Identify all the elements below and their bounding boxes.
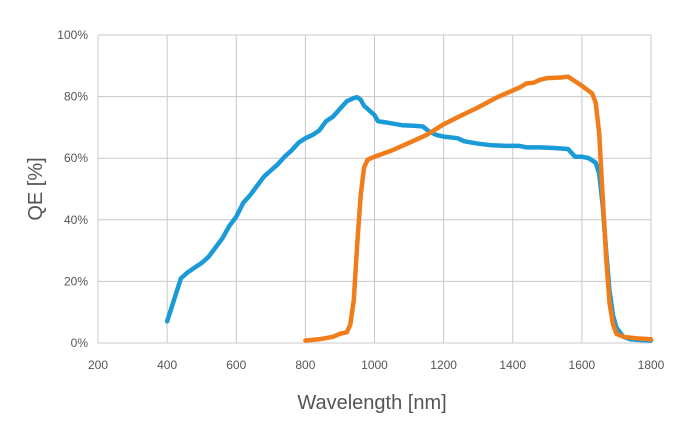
series-lines xyxy=(164,74,654,343)
x-tick-label: 400 xyxy=(157,358,177,372)
x-axis-title: Wavelength [nm] xyxy=(297,392,446,414)
y-tick-label: 20% xyxy=(64,274,88,288)
y-tick-label: 100% xyxy=(57,28,88,42)
y-tick-label: 0% xyxy=(71,336,89,350)
series-line-orange xyxy=(303,74,654,343)
grid xyxy=(97,34,652,344)
x-tick-label: 200 xyxy=(88,358,108,372)
y-axis-title: QE [%] xyxy=(25,157,47,220)
x-tick-label: 600 xyxy=(226,358,246,372)
x-tick-label: 800 xyxy=(295,358,315,372)
series-line-blue xyxy=(164,94,654,343)
x-tick-label: 1600 xyxy=(569,358,596,372)
y-tick-label: 80% xyxy=(64,90,88,104)
x-tick-labels: 200 400 600 800 1000 1200 1400 1600 1800 xyxy=(88,358,665,372)
x-tick-label: 1200 xyxy=(430,358,457,372)
y-tick-labels: 0% 20% 40% 60% 80% 100% xyxy=(57,28,88,350)
x-tick-label: 1400 xyxy=(499,358,526,372)
y-tick-label: 40% xyxy=(64,213,88,227)
x-tick-label: 1000 xyxy=(361,358,388,372)
x-tick-label: 1800 xyxy=(638,358,665,372)
y-tick-label: 60% xyxy=(64,151,88,165)
